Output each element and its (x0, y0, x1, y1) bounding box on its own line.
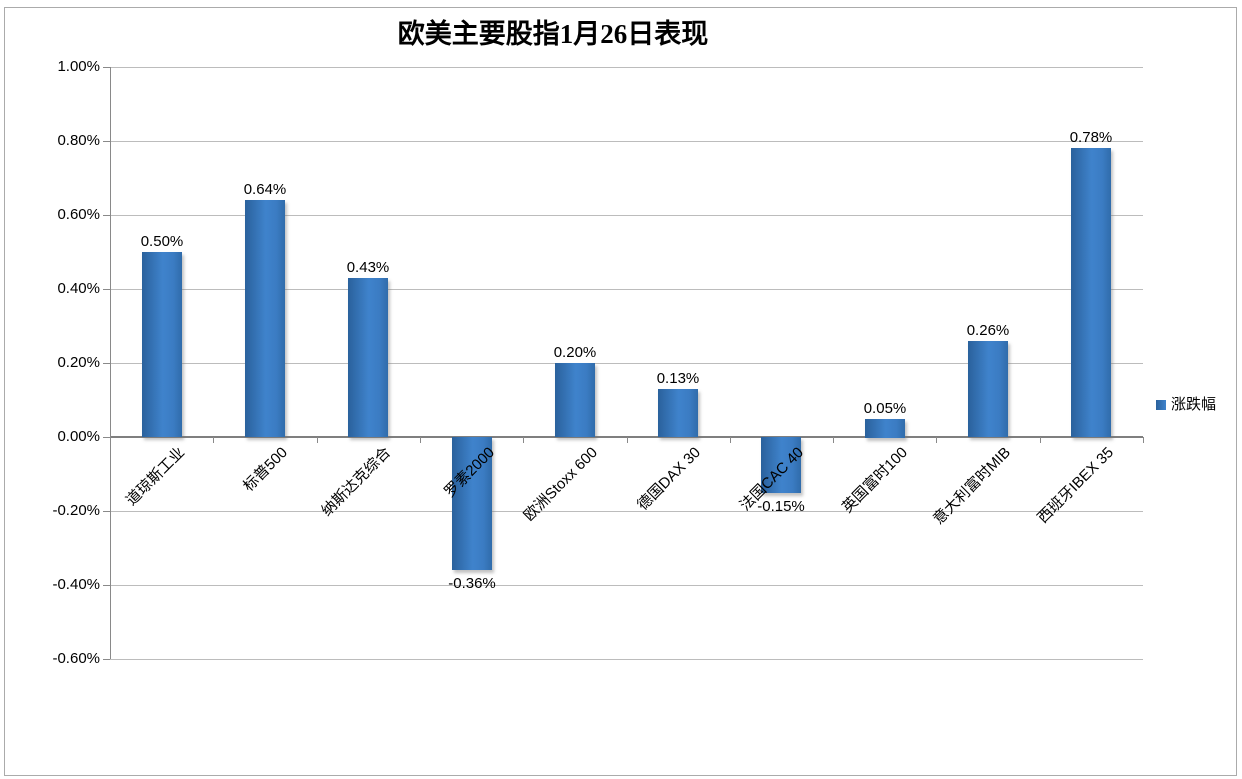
y-axis-tick-label: 0.00% (57, 428, 100, 445)
y-axis-tick-label: 0.60% (57, 206, 100, 223)
y-axis-tick (103, 215, 110, 216)
y-axis-tick (103, 437, 110, 438)
bar-value-label: 0.50% (140, 233, 184, 250)
y-axis-tick (103, 67, 110, 68)
x-axis-tick (1143, 437, 1144, 443)
y-axis-tick (103, 585, 110, 586)
bar-value-label: 0.64% (243, 181, 287, 198)
y-axis-tick (103, 511, 110, 512)
y-axis-tick-label: 0.40% (57, 280, 100, 297)
x-axis-tick (936, 437, 937, 443)
y-axis-tick-label: -0.20% (52, 502, 100, 519)
gridline (110, 215, 1143, 216)
gridline (110, 141, 1143, 142)
gridline (110, 585, 1143, 586)
bar[interactable] (555, 363, 595, 437)
bar[interactable] (865, 419, 905, 438)
x-axis-tick (213, 437, 214, 443)
chart-title: 欧美主要股指1月26日表现 (397, 19, 709, 49)
chart-border (4, 7, 1237, 776)
x-axis-tick (627, 437, 628, 443)
bar[interactable] (348, 278, 388, 437)
bar[interactable] (761, 437, 801, 493)
y-axis-tick (103, 289, 110, 290)
gridline (110, 67, 1143, 68)
y-axis-tick (103, 659, 110, 660)
legend-marker-swatch (1156, 400, 1166, 410)
y-axis-tick-label: -0.60% (52, 650, 100, 667)
bar[interactable] (1071, 148, 1111, 437)
y-axis-tick-label: 0.80% (57, 132, 100, 149)
legend[interactable]: 涨跌幅 (1156, 396, 1216, 414)
bar-value-label: 0.43% (346, 259, 390, 276)
y-axis-tick-label: -0.40% (52, 576, 100, 593)
x-axis-tick (833, 437, 834, 443)
gridline (110, 511, 1143, 512)
bar[interactable] (452, 437, 492, 570)
y-axis-tick-label: 1.00% (57, 58, 100, 75)
bar-value-label: 0.26% (966, 322, 1010, 339)
gridline (110, 289, 1143, 290)
bar-value-label: -0.15% (757, 498, 805, 515)
y-axis-tick (103, 363, 110, 364)
y-axis-tick (103, 141, 110, 142)
bar[interactable] (968, 341, 1008, 437)
bar-value-label: 0.05% (863, 400, 907, 417)
bar-value-label: 0.78% (1069, 129, 1113, 146)
gridline (110, 363, 1143, 364)
gridline (110, 436, 1143, 438)
bar-value-label: 0.13% (656, 370, 700, 387)
y-axis-tick-label: 0.20% (57, 354, 100, 371)
bar-value-label: -0.36% (448, 575, 496, 592)
bar-value-label: 0.20% (553, 344, 597, 361)
legend-label: 涨跌幅 (1171, 396, 1217, 413)
x-axis-tick (730, 437, 731, 443)
bar[interactable] (658, 389, 698, 437)
bar[interactable] (245, 200, 285, 437)
gridline (110, 659, 1143, 660)
x-axis-tick (523, 437, 524, 443)
x-axis-tick (1040, 437, 1041, 443)
bar[interactable] (142, 252, 182, 437)
y-axis-line (110, 67, 111, 659)
x-axis-tick (420, 437, 421, 443)
x-axis-tick (317, 437, 318, 443)
